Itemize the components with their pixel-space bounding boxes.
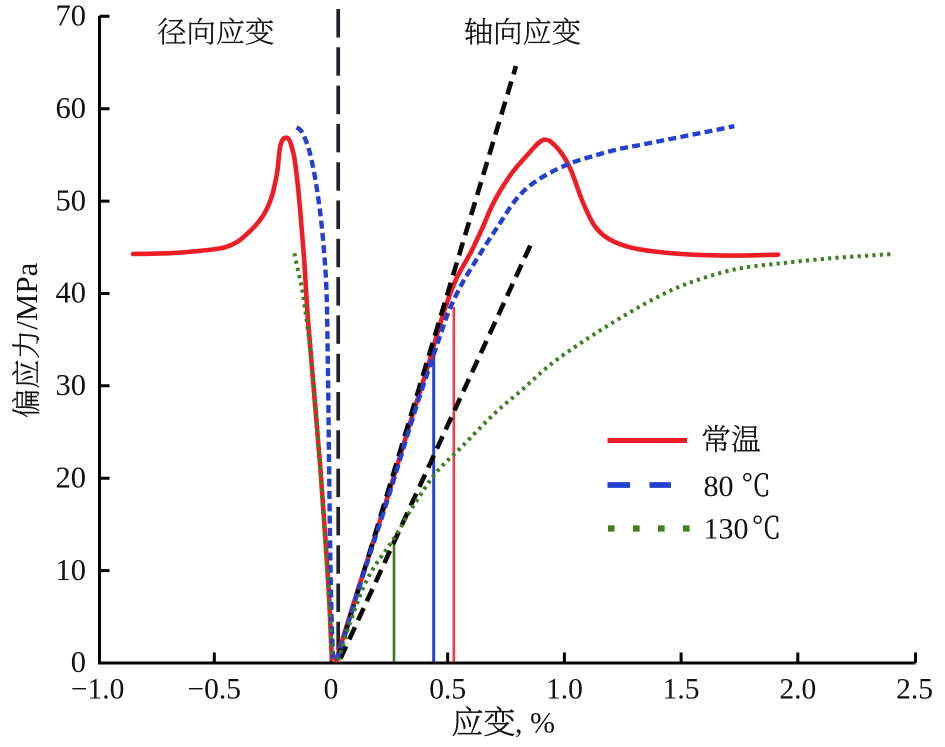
svg-text:40: 40 — [56, 276, 87, 310]
svg-text:30: 30 — [56, 368, 87, 402]
svg-text:130: 130 — [704, 513, 749, 546]
svg-text:0.5: 0.5 — [429, 674, 466, 706]
svg-text:10: 10 — [56, 553, 87, 587]
svg-text:1.5: 1.5 — [663, 674, 700, 706]
svg-text:1.0: 1.0 — [546, 674, 583, 706]
svg-text:2.0: 2.0 — [779, 674, 816, 706]
svg-text:0: 0 — [71, 645, 86, 679]
svg-text:−0.5: −0.5 — [188, 674, 242, 706]
svg-text:80: 80 — [704, 470, 734, 503]
svg-text:0: 0 — [324, 674, 339, 706]
svg-text:2.5: 2.5 — [896, 674, 933, 706]
svg-text:20: 20 — [56, 460, 87, 494]
svg-text:50: 50 — [56, 183, 87, 217]
svg-text:/MPa: /MPa — [9, 262, 44, 329]
svg-text:, %: , % — [515, 707, 555, 740]
svg-text:−1.0: −1.0 — [71, 674, 125, 706]
svg-text:70: 70 — [56, 0, 87, 33]
svg-text:60: 60 — [56, 91, 87, 125]
